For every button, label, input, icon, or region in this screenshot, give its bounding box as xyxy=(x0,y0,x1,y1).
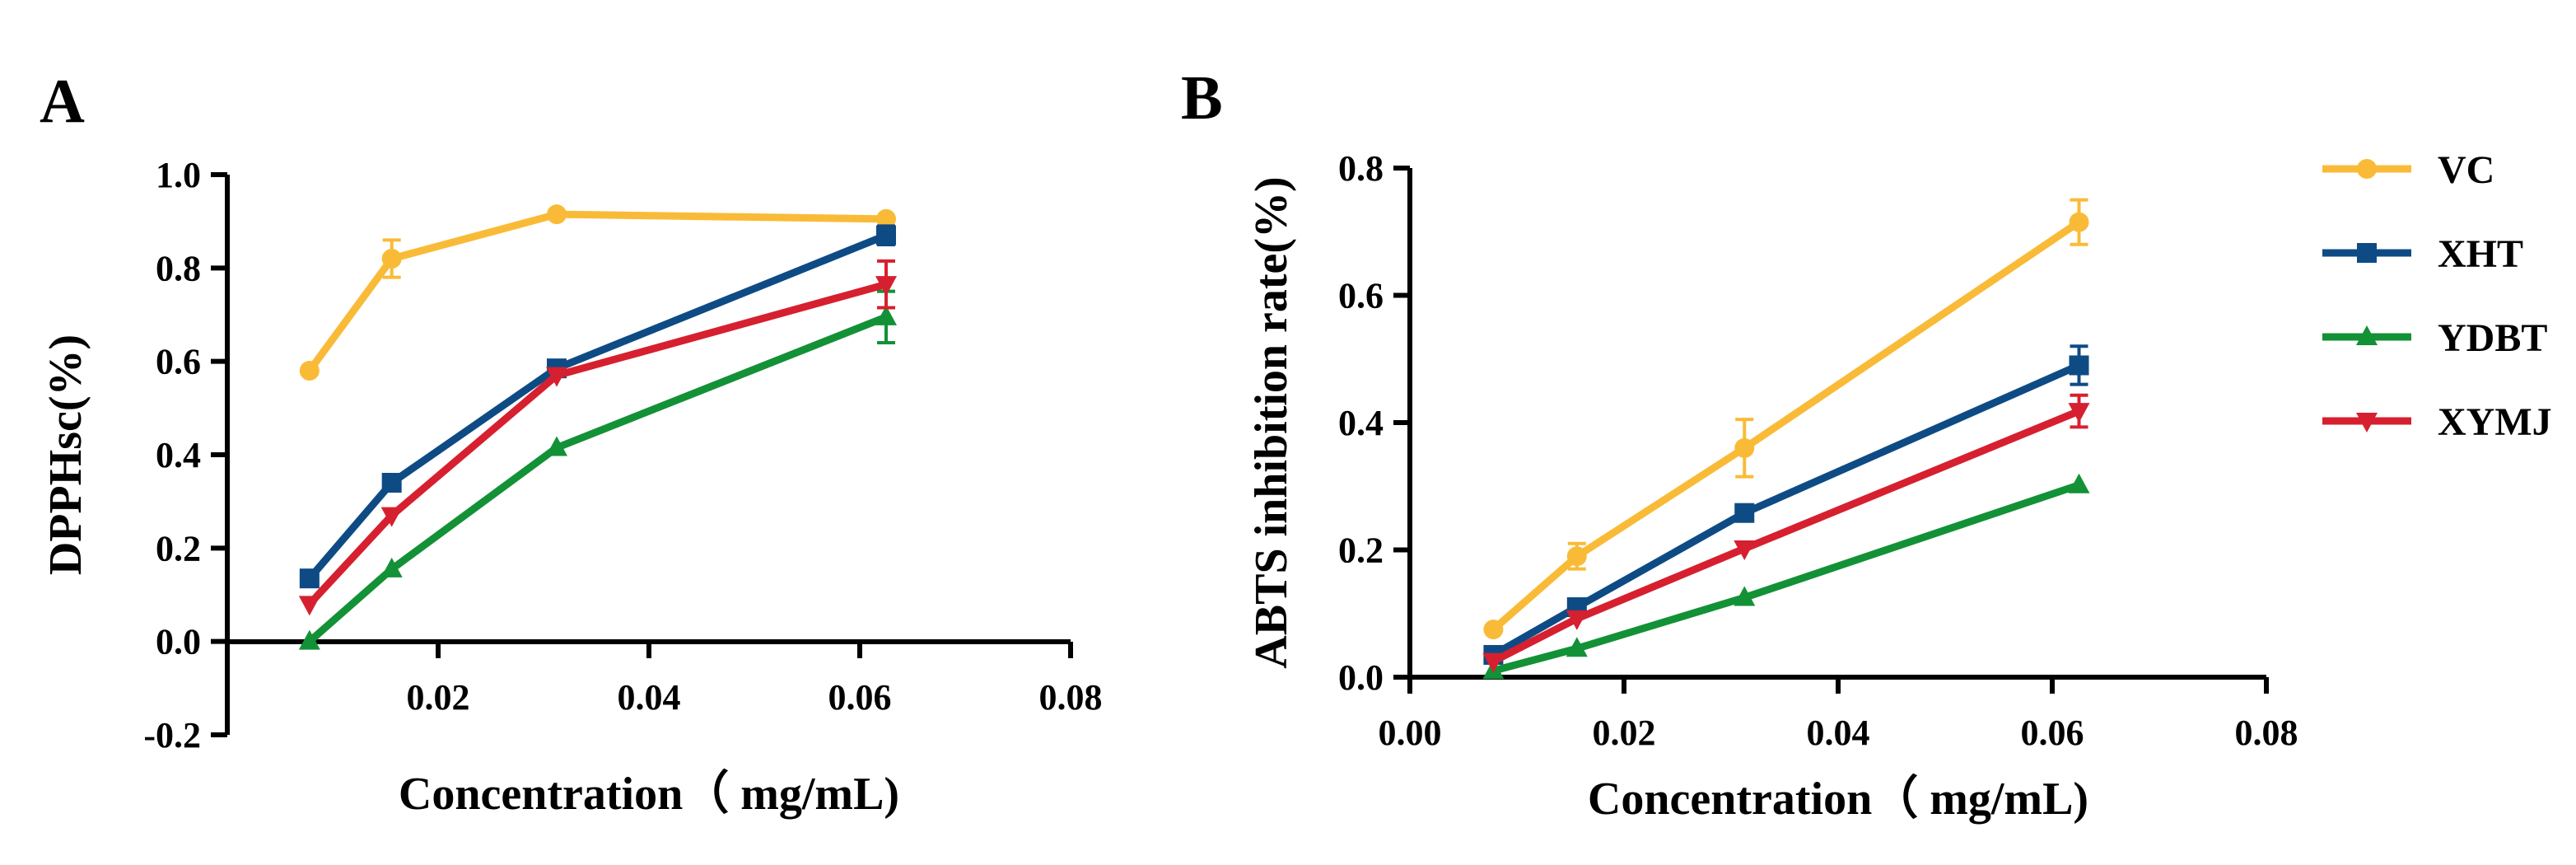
legend-xht-marker xyxy=(2357,243,2377,263)
panel-a-xht-point xyxy=(381,473,402,493)
panel-a-x-tick-label: 0.06 xyxy=(828,677,892,718)
panel-a-vc-point xyxy=(299,361,320,381)
panel-a-xymj-point xyxy=(875,276,897,297)
panel-b-ydbt-point xyxy=(1734,586,1756,606)
panel-a-xymj-point xyxy=(546,367,567,387)
legend-item-xymj: XYMJ xyxy=(2322,400,2552,444)
panel-b-x-axis-title: Concentration（ mg/mL) xyxy=(1588,773,2088,825)
panel-b-x-tick-label: 0.06 xyxy=(2021,713,2084,753)
panel-a-x-tick-label: 0.02 xyxy=(407,677,470,718)
panel-b-y-tick-label: 0.2 xyxy=(1338,531,1384,571)
panel-a-vc-line xyxy=(306,210,887,373)
panel-b-x-tick-label: 0.00 xyxy=(1379,713,1442,753)
panel-b-vc-point xyxy=(1483,620,1504,640)
panel-a-series-vc xyxy=(299,204,896,381)
panel-a-x-axis-title: Concentration（ mg/mL) xyxy=(399,768,899,820)
panel-a: A -0.2 0.0 0.2 0.4 0.6 0.8 1.0 0.02 0.04 0.06 0.08… xyxy=(40,67,1103,820)
panel-b-xymj-line xyxy=(1491,407,2081,665)
panel-a-y-tick-label: 0.0 xyxy=(156,622,201,662)
panel-a-y-tick-label: 0.8 xyxy=(156,248,201,288)
panel-a-vc-point xyxy=(876,208,896,229)
panel-b-y-tick-label: 0.6 xyxy=(1338,276,1384,316)
panel-a-y-tick-label: 1.0 xyxy=(156,155,201,195)
legend-item-xht: XHT xyxy=(2322,232,2523,276)
panel-a-x-tick-label: 0.04 xyxy=(618,677,681,718)
legend-xymj-marker xyxy=(2356,413,2378,432)
legend-vc-marker xyxy=(2357,159,2377,179)
legend-item-vc: VC xyxy=(2322,148,2494,192)
panel-a-y-axis-title: DPPHsc(%) xyxy=(40,334,91,575)
panel-b-xymj-point xyxy=(1566,610,1588,630)
legend-xht-label: XHT xyxy=(2438,232,2523,276)
panel-b-series-xymj xyxy=(1482,393,2090,673)
panel-a-ydbt-point xyxy=(380,557,403,577)
panel-b-ydbt-line xyxy=(1492,481,2080,675)
panel-b-xht-line xyxy=(1491,362,2081,658)
panel-b-xht-point xyxy=(1734,503,1755,523)
panel-a-ydbt-point xyxy=(546,436,567,456)
panel-a-series-xymj xyxy=(298,259,897,616)
panel-a-ydbt-line xyxy=(306,313,888,645)
panel-b-xht-point xyxy=(2069,355,2089,376)
panel-b-ydbt-point xyxy=(1566,637,1588,657)
panel-b-vc-point xyxy=(1734,437,1755,458)
panel-b-y-tick-label: 0.4 xyxy=(1338,403,1384,443)
panel-b-plot-area: 0.0 0.2 0.4 0.6 0.8 0.00 0.02 0.04 0.06 0.08 Conce… xyxy=(1246,148,2298,825)
panel-a-xymj-line xyxy=(306,280,888,607)
panel-b-xymj-point xyxy=(1482,652,1505,673)
panel-a-ydbt-point xyxy=(875,305,897,325)
panel-b-y-axis-title: ABTS inhibition rate(%) xyxy=(1246,176,1297,668)
panel-b-vc-point xyxy=(1566,546,1587,567)
panel-a-vc-point xyxy=(547,204,567,225)
panel-a-vc-point xyxy=(381,249,402,269)
panel-b-series-vc xyxy=(1483,198,2089,640)
panel-a-xymj-point xyxy=(298,596,320,616)
panel-b-xymj-point xyxy=(1734,540,1756,560)
legend-ydbt-label: YDBT xyxy=(2438,316,2547,360)
panel-a-x-tick-label: 0.08 xyxy=(1039,677,1103,718)
panel-b-y-tick-label: 0.0 xyxy=(1338,657,1384,698)
panel-a-y-tick-label: 0.2 xyxy=(156,528,201,568)
panel-b-y-tick-label: 0.8 xyxy=(1338,148,1384,189)
legend: VC XHT YDBT XYMJ xyxy=(2322,148,2552,444)
panel-a-series-xht xyxy=(299,224,896,589)
panel-a-y-tick-label: 0.6 xyxy=(156,342,201,382)
panel-a-plot-area: -0.2 0.0 0.2 0.4 0.6 0.8 1.0 0.02 0.04 0.06 0.08 Co… xyxy=(40,155,1103,820)
panel-a-xht-line xyxy=(306,231,888,582)
panel-b-ydbt-point xyxy=(2068,473,2090,493)
panel-b: B 0.0 0.2 0.4 0.6 0.8 0.00 0.02 0.04 0.06 0.08 Con… xyxy=(1181,63,2298,825)
panel-a-ydbt-point xyxy=(298,629,320,650)
panel-a-xymj-point xyxy=(380,507,403,527)
legend-vc-label: VC xyxy=(2438,148,2494,192)
panel-b-letter: B xyxy=(1181,63,1223,133)
panel-a-y-tick-label: 0.4 xyxy=(156,435,201,475)
panel-a-xht-point xyxy=(299,568,320,589)
panel-b-vc-line xyxy=(1491,218,2082,633)
panel-b-series-ydbt xyxy=(1482,473,2090,680)
panel-a-letter: A xyxy=(40,67,85,136)
panel-b-x-tick-label: 0.04 xyxy=(1807,713,1870,753)
legend-ydbt-marker xyxy=(2356,325,2378,345)
panel-a-y-tick-label: -0.2 xyxy=(143,715,201,755)
panel-b-xymj-point xyxy=(2068,403,2090,423)
panel-b-x-tick-label: 0.02 xyxy=(1593,713,1656,753)
panel-b-vc-point xyxy=(2069,212,2089,232)
panel-a-series-ydbt xyxy=(298,289,897,650)
legend-item-ydbt: YDBT xyxy=(2322,316,2547,360)
legend-xymj-label: XYMJ xyxy=(2438,400,2552,444)
panel-b-x-tick-label: 0.08 xyxy=(2235,713,2298,753)
panel-a-xht-point xyxy=(876,225,896,245)
